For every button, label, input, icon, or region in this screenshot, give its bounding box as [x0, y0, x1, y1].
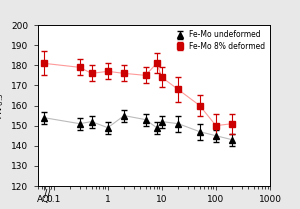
Y-axis label: $Hv_{0.5}$: $Hv_{0.5}$ [0, 92, 6, 119]
Legend: Fe-Mo undeformed, Fe-Mo 8% deformed: Fe-Mo undeformed, Fe-Mo 8% deformed [172, 29, 266, 52]
Text: //: // [44, 189, 50, 199]
